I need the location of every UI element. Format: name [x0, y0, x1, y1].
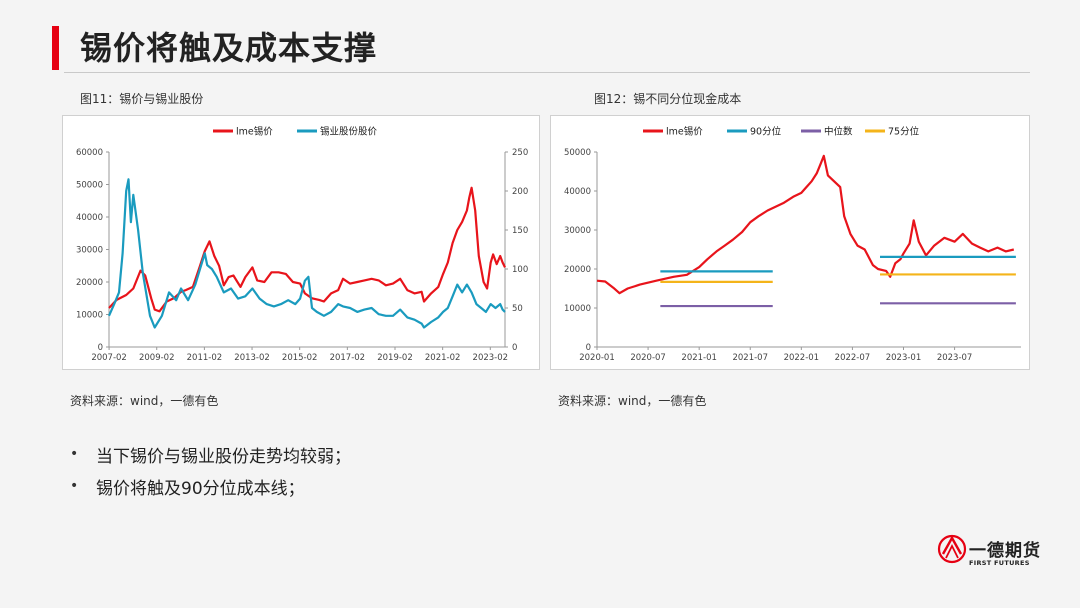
y-tick-label: 20000 — [76, 278, 103, 288]
source-left: 资料来源：wind，一德有色 — [70, 394, 219, 408]
y-right-tick-label: 50 — [512, 304, 523, 314]
y-tick-label: 0 — [98, 343, 103, 353]
title-accent-bar — [52, 26, 59, 70]
bullet-text: 当下锡价与锡业股份走势均较弱； — [96, 446, 351, 467]
bullet-list: • 当下锡价与锡业股份走势均较弱； • 锡价将触及90分位成本线； — [70, 438, 351, 502]
x-tick-label: 2022-01 — [784, 353, 820, 363]
company-logo: 一德期货 FIRST FUTURES — [937, 532, 1040, 576]
legend-label: 锡业股份股价 — [320, 126, 378, 138]
y-tick-label: 60000 — [76, 148, 103, 158]
y-right-tick-label: 100 — [512, 265, 528, 275]
bullet-text: 锡价将触及90分位成本线； — [96, 478, 305, 499]
y-tick-label: 10000 — [76, 311, 103, 321]
title-divider — [64, 72, 1030, 73]
logo-mark-icon — [937, 534, 967, 564]
y-right-tick-label: 200 — [512, 187, 528, 197]
x-tick-label: 2022-07 — [835, 353, 871, 363]
chart-right-svg: 0 10000 20000 30000 40000 50000 2020-01 2020-07… — [564, 126, 1021, 363]
y-tick-label: 0 — [586, 343, 591, 353]
chart-caption-left: 图11：锡价与锡业股份 — [80, 92, 204, 106]
chart-left-panel: 0 10000 20000 30000 40000 50000 60000 0 50 100 150… — [62, 115, 540, 370]
legend-label: 90分位 — [750, 126, 782, 138]
source-right: 资料来源：wind，一德有色 — [558, 394, 707, 408]
x-tick-label: 2015-02 — [282, 353, 318, 363]
series-line — [596, 154, 1015, 295]
logo-english-name: FIRST FUTURES — [969, 559, 1030, 567]
x-tick-label: 2007-02 — [91, 353, 127, 363]
bullet-item: • 当下锡价与锡业股份走势均较弱； — [70, 438, 351, 470]
y-right-tick-label: 0 — [512, 343, 517, 353]
x-tick-label: 2023-07 — [937, 353, 973, 363]
legend-label: 中位数 — [824, 126, 853, 138]
legend-label: lme锡价 — [236, 126, 273, 138]
x-tick-label: 2021-07 — [732, 353, 768, 363]
x-tick-label: 2009-02 — [139, 353, 175, 363]
x-tick-label: 2020-07 — [630, 353, 666, 363]
y-tick-label: 40000 — [564, 187, 591, 197]
y-tick-label: 50000 — [76, 181, 103, 191]
y-right-tick-label: 150 — [512, 226, 528, 236]
x-tick-label: 2021-02 — [425, 353, 461, 363]
x-tick-label: 2013-02 — [234, 353, 270, 363]
legend-label: lme锡价 — [666, 126, 703, 138]
series-line — [107, 178, 506, 329]
chart-right-panel: 0 10000 20000 30000 40000 50000 2020-01 2020-07… — [550, 115, 1030, 370]
x-tick-label: 2023-01 — [886, 353, 922, 363]
y-tick-label: 10000 — [564, 304, 591, 314]
x-tick-label: 2020-01 — [579, 353, 615, 363]
y-tick-label: 20000 — [564, 265, 591, 275]
x-tick-label: 2011-02 — [187, 353, 223, 363]
x-tick-label: 2021-01 — [681, 353, 717, 363]
legend-label: 75分位 — [888, 126, 920, 138]
y-right-tick-label: 250 — [512, 148, 528, 158]
bullet-marker: • — [70, 478, 79, 494]
chart-caption-right: 图12：锡不同分位现金成本 — [594, 92, 742, 106]
y-tick-label: 30000 — [76, 246, 103, 256]
series-line — [108, 186, 506, 313]
y-tick-label: 50000 — [564, 148, 591, 158]
x-tick-label: 2019-02 — [377, 353, 413, 363]
x-tick-label: 2017-02 — [330, 353, 366, 363]
page-title: 锡价将触及成本支撑 — [80, 29, 378, 67]
y-tick-label: 40000 — [76, 213, 103, 223]
x-tick-label: 2023-02 — [473, 353, 509, 363]
bullet-marker: • — [70, 446, 79, 462]
bullet-item: • 锡价将触及90分位成本线； — [70, 470, 351, 502]
chart-left-svg: 0 10000 20000 30000 40000 50000 60000 0 50 100 150… — [76, 126, 528, 364]
y-tick-label: 30000 — [564, 226, 591, 236]
logo-name: 一德期货 — [969, 541, 1041, 561]
